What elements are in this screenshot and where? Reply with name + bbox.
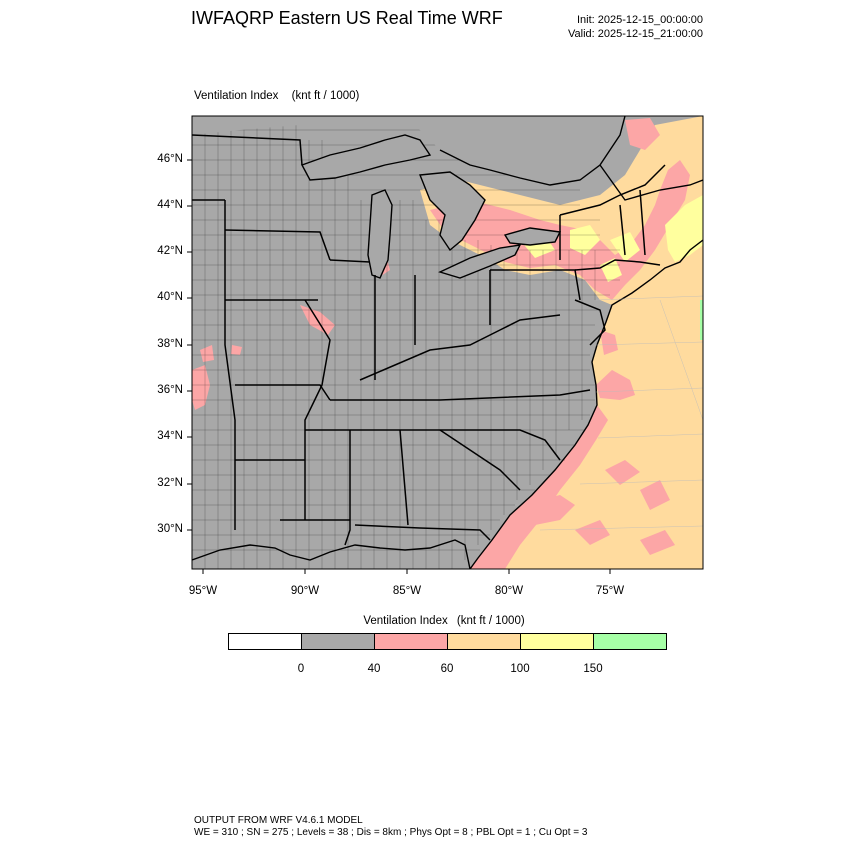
- lat-label: 34°N: [157, 430, 183, 442]
- lat-label: 32°N: [157, 477, 183, 489]
- lat-label: 36°N: [157, 384, 183, 396]
- lake-erie: [438, 244, 522, 279]
- page-title: IWFAQRP Eastern US Real Time WRF: [191, 8, 503, 28]
- lon-label: 95°W: [188, 585, 218, 597]
- colorbar-tick: 0: [297, 663, 305, 675]
- lat-label: 42°N: [157, 245, 183, 257]
- lat-label: 44°N: [157, 199, 183, 211]
- colorbar-units: (knt ft / 1000): [456, 615, 525, 627]
- ocean-region: [470, 116, 703, 569]
- lat-label: 30°N: [157, 523, 183, 535]
- colorbar-title: Ventilation Index (knt ft / 1000): [0, 615, 850, 627]
- lon-label: 80°W: [494, 585, 524, 597]
- lon-label: 85°W: [392, 585, 422, 597]
- lon-label: 90°W: [290, 585, 320, 597]
- coastline: [192, 239, 703, 569]
- lake-superior: [301, 134, 432, 181]
- init-time: Init: 2025-12-15_00:00:00: [577, 14, 703, 26]
- colorbar-tick: 40: [367, 663, 381, 675]
- colorbar-swatch: [228, 633, 302, 650]
- colorbar-swatch: [447, 633, 521, 650]
- field-name: Ventilation Index: [194, 90, 279, 102]
- valid-time: Valid: 2025-12-15_21:00:00: [568, 28, 703, 40]
- lat-label: 38°N: [157, 338, 183, 350]
- model-version: OUTPUT FROM WRF V4.6.1 MODEL: [194, 815, 363, 826]
- model-footer: OUTPUT FROM WRF V4.6.1 MODEL WE = 310 ; …: [194, 815, 587, 838]
- colorbar-swatch: [374, 633, 448, 650]
- lat-label: 40°N: [157, 291, 183, 303]
- colorbar-swatch: [593, 633, 667, 650]
- run-times: Init: 2025-12-15_00:00:00 Valid: 2025-12…: [568, 13, 703, 41]
- lat-label: 46°N: [157, 153, 183, 165]
- lon-label: 75°W: [595, 585, 625, 597]
- lake-huron: [419, 171, 486, 252]
- lake-michigan: [367, 189, 393, 279]
- yellow-region: [665, 195, 703, 262]
- model-config: WE = 310 ; SN = 275 ; Levels = 38 ; Dis …: [194, 826, 588, 838]
- colorbar-name: Ventilation Index: [363, 615, 448, 627]
- colorbar-tick: 60: [440, 663, 454, 675]
- lake-ontario: [503, 227, 562, 246]
- field-label: Ventilation Index (knt ft / 1000): [194, 90, 369, 102]
- colorbar-tick: 100: [510, 663, 530, 675]
- colorbar-swatch: [520, 633, 594, 650]
- field-units: (knt ft / 1000): [291, 90, 360, 102]
- colorbar-swatch: [301, 633, 375, 650]
- colorbar-tick: 150: [583, 663, 603, 675]
